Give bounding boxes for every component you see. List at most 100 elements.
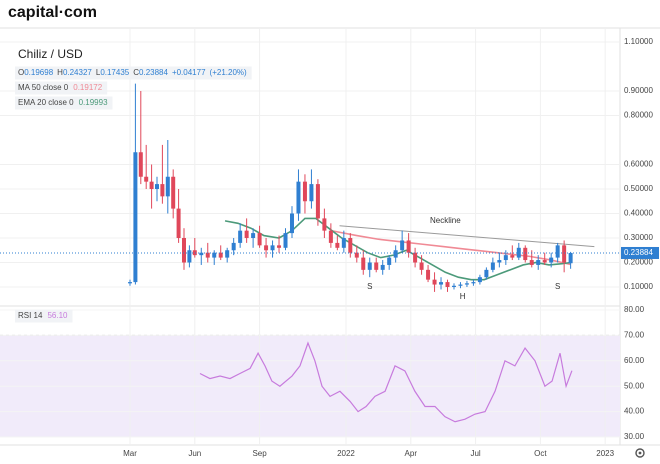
candle-body	[181, 238, 186, 263]
legend-box	[15, 81, 108, 95]
candle-body	[426, 269, 431, 280]
candle-body	[516, 247, 521, 258]
candle-body	[380, 264, 385, 270]
candle-body	[393, 250, 398, 258]
candle-body	[289, 213, 294, 234]
candle-body	[322, 218, 327, 231]
annotation: S	[367, 282, 372, 291]
candle-body	[225, 250, 230, 258]
candle-body	[335, 242, 340, 248]
y-tick-label: 0.80000	[624, 111, 653, 120]
rsi-tick-label: 60.00	[624, 356, 645, 365]
legend-text: MA 50 close 0	[18, 83, 69, 92]
legend-box	[15, 309, 73, 323]
candle-body	[387, 257, 392, 265]
candle-body	[315, 184, 320, 219]
candle-body	[536, 260, 541, 265]
legend-text: H	[57, 68, 63, 77]
legend-text: 56.10	[47, 311, 68, 320]
candle-body	[218, 252, 223, 258]
candle-body	[231, 242, 236, 251]
x-tick-label: 2022	[337, 449, 355, 458]
candle-body	[361, 257, 366, 270]
legend-box	[15, 96, 113, 110]
x-tick-label: 2023	[596, 449, 614, 458]
candle-body	[477, 277, 482, 283]
candle-body	[445, 282, 450, 287]
legend-text: 0.19172	[73, 83, 102, 92]
rsi-tick-label: 70.00	[624, 331, 645, 340]
x-tick-label: Oct	[534, 449, 547, 458]
candle-body	[458, 284, 463, 286]
last-price-box	[621, 246, 659, 259]
candle-body	[413, 252, 418, 263]
annotation: Neckline	[430, 216, 461, 225]
candle-body	[510, 255, 515, 258]
legend-text: +0.04177	[172, 68, 206, 77]
candle-body	[562, 245, 567, 263]
neckline	[339, 225, 595, 248]
legend-text: 0.24327	[63, 68, 92, 77]
legend-text: 0.17435	[100, 68, 129, 77]
y-tick-label: 0.30000	[624, 233, 653, 242]
legend-text: (+21.20%)	[210, 68, 247, 77]
candle-body	[549, 257, 554, 263]
candle-body	[309, 184, 314, 202]
legend-text: EMA 20 close 0	[18, 98, 74, 107]
logo: capital·com	[8, 4, 97, 21]
candle-body	[160, 184, 165, 197]
settings-icon[interactable]	[635, 448, 645, 458]
candle-body	[149, 181, 154, 189]
candle-body	[555, 245, 560, 258]
candle-body	[251, 233, 256, 238]
candle-body	[296, 181, 301, 214]
y-tick-label: 0.60000	[624, 160, 653, 169]
last-price-label: 0.23884	[624, 248, 653, 257]
rsi-tick-label: 30.00	[624, 432, 645, 441]
candle-body	[471, 282, 476, 284]
candle-body	[497, 260, 502, 263]
settings-gear[interactable]	[635, 448, 645, 458]
legend-text: C	[133, 68, 139, 77]
candle-body	[341, 238, 346, 248]
candle-body	[212, 252, 217, 258]
x-tick-label: Apr	[405, 449, 418, 458]
candle-body	[205, 252, 210, 258]
annotation: S	[555, 282, 560, 291]
candle-body	[283, 233, 288, 248]
candle-body	[244, 230, 249, 238]
candle-body	[419, 262, 424, 270]
y-tick-label: 0.20000	[624, 258, 653, 267]
candle-body	[451, 285, 456, 287]
candle-body	[374, 262, 379, 270]
annotation: H	[460, 292, 466, 301]
x-tick-label: Jun	[188, 449, 201, 458]
candle-body	[270, 245, 275, 251]
y-tick-label: 0.90000	[624, 86, 653, 95]
legend-text: RSI 14	[18, 311, 43, 320]
candle-body	[542, 260, 547, 263]
candle-body	[127, 282, 132, 284]
candle-body	[406, 240, 411, 253]
candle-body	[490, 262, 495, 270]
legend-text: 0.19698	[24, 68, 53, 77]
legend-text: 0.23884	[139, 68, 168, 77]
candle-body	[264, 245, 269, 251]
candle-body	[133, 152, 138, 283]
chart-title: Chiliz / USD	[18, 47, 83, 61]
candle-body	[464, 283, 469, 285]
candle-body	[523, 247, 528, 261]
candle-body	[187, 250, 192, 263]
candle-body	[400, 240, 405, 251]
indicator-line	[330, 229, 571, 266]
candle-body	[439, 282, 444, 285]
legend-text: O	[18, 68, 24, 77]
legend-text: 0.19993	[79, 98, 108, 107]
x-tick-label: Mar	[123, 449, 137, 458]
rsi-tick-label: 80.00	[624, 305, 645, 314]
candle-body	[354, 252, 359, 258]
x-tick-label: Sep	[252, 449, 267, 458]
candle-body	[302, 181, 307, 202]
settings-hub[interactable]	[638, 451, 642, 455]
